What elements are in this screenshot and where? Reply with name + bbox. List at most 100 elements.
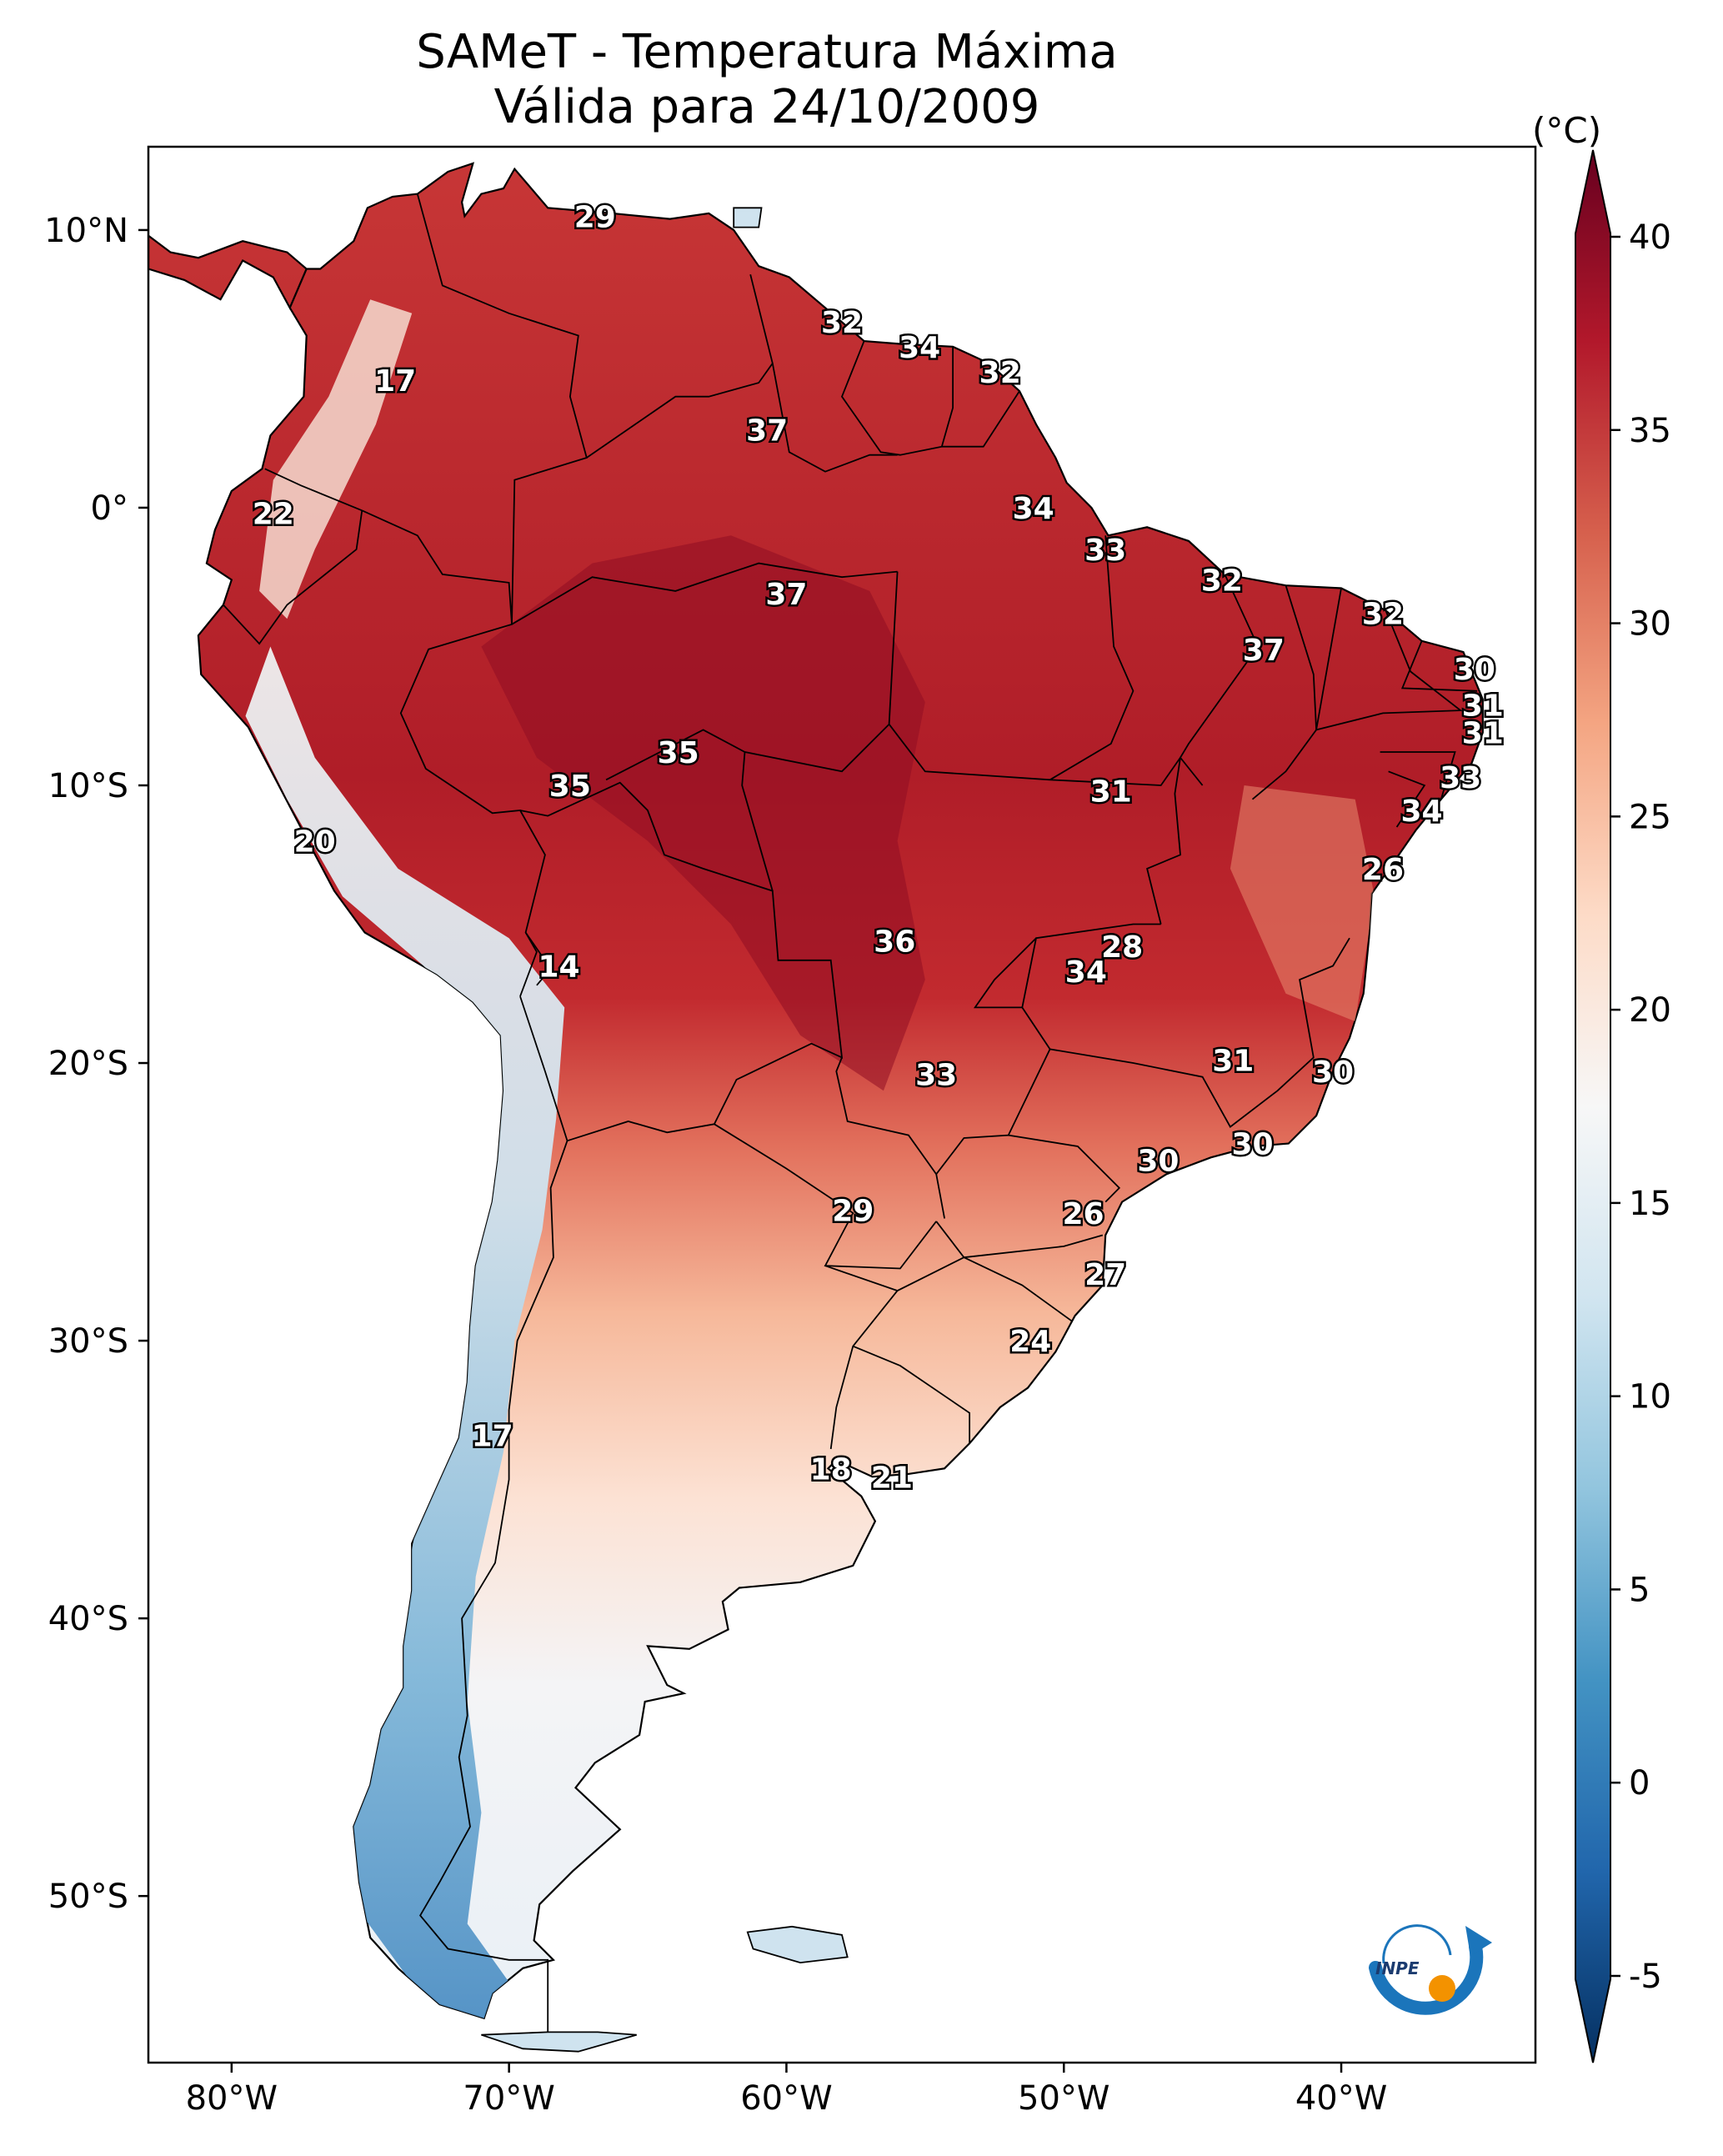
longitude-axis: 80°W 70°W 60°W 50°W 40°W [186,2063,1387,2118]
islands [481,207,849,2053]
temperature-label: 34 [1400,795,1442,829]
border-line [511,562,898,625]
border-line [824,1221,965,1292]
colorbar-tick-label: 35 [1629,412,1671,450]
latitude-axis: 10°N 0° 10°S 20°S 30°S 40°S 50°S [44,212,148,1916]
temperature-label: 17 [472,1419,513,1453]
border-line [964,1234,1104,1259]
inpe-logo: INPE [1369,1924,1492,2015]
country-borders [223,193,1478,2033]
border-line [605,729,745,781]
temperature-label: 30 [1312,1055,1354,1090]
temperature-label: 33 [1440,761,1481,795]
border-line [586,273,774,459]
temperature-label: 17 [374,364,416,399]
lat-tick-label: 40°S [48,1600,128,1638]
temperature-label: 34 [1013,492,1054,526]
lon-tick-label: 80°W [186,2079,278,2118]
temperature-label: 32 [979,356,1021,390]
temperature-label: 27 [1084,1258,1126,1292]
colorbar-tick-label: 20 [1629,991,1671,1030]
temperature-label: 37 [765,578,807,612]
temperature-label: 37 [1243,634,1285,668]
colorbar-tick-label: -5 [1629,1958,1662,1996]
colorbar-tick-label: 40 [1629,218,1671,257]
temperature-label: 22 [253,498,294,532]
border-line [419,1141,568,2033]
temperature-label: 29 [574,200,616,234]
temperature-label: 37 [746,414,788,449]
logo-text: INPE [1375,1958,1420,1978]
lon-tick-label: 40°W [1295,2079,1387,2118]
temperature-label: 26 [1362,853,1404,887]
temperature-label: 31 [1212,1045,1254,1079]
lat-tick-label: 30°S [48,1322,128,1361]
border-line [714,1123,937,1270]
colorbar-unit: (°C) [1532,110,1602,151]
temperature-label: 33 [1084,534,1126,568]
border-line [741,571,899,891]
andes-cool-south [245,646,565,2018]
colorbar-ticks: 40 35 30 25 20 15 10 5 0 -5 [1610,218,1671,1996]
border-line [1400,640,1478,692]
border-line [1049,535,1134,781]
border-line [840,340,954,456]
temperature-label: 20 [294,825,336,860]
south-america-landmass [148,162,1484,2020]
temperature-label: 35 [658,736,699,770]
temperature-overlays [245,299,1375,2018]
temperature-label: 34 [1065,955,1107,990]
lon-tick-label: 50°W [1018,2079,1109,2118]
temperature-label: 34 [899,331,940,365]
temperature-label: 21 [871,1461,913,1495]
temperature-label: 30 [1231,1128,1273,1162]
border-line [964,1256,1073,1322]
lat-tick-label: 0° [91,489,128,528]
temperature-label: 32 [821,306,863,340]
temperature-label: 26 [1062,1197,1104,1231]
temperature-label: 24 [1009,1325,1051,1359]
temperature-label: 30 [1454,653,1495,687]
border-line [524,931,552,986]
border-line [223,510,363,645]
border-line [1315,588,1463,731]
lon-tick-label: 60°W [740,2079,832,2118]
colorbar-tick-label: 30 [1629,605,1671,644]
lat-tick-label: 20°S [48,1045,128,1083]
colorbar-tick-label: 15 [1629,1185,1671,1223]
border-line [829,1290,899,1450]
colorbar-tick-label: 0 [1629,1764,1650,1803]
temperature-label: 31 [1090,775,1132,810]
border-line [935,1049,1051,1175]
temperature-label: 14 [538,950,579,984]
border-line [361,509,546,997]
island [746,1925,849,1964]
colorbar-tick-label: 5 [1629,1571,1650,1609]
lat-tick-label: 50°S [48,1878,128,1916]
andes-cool-north [259,299,413,619]
colorbar-tick-label: 25 [1629,798,1671,836]
border-line [771,363,898,473]
border-line [835,1057,945,1219]
border-line [941,390,1020,448]
border-line [1008,1134,1121,1203]
colorbar-body [1575,149,1611,2063]
lon-tick-label: 70°W [463,2079,554,2118]
temperature-label: 36 [874,925,915,960]
colorbar: 40 35 30 25 20 15 10 5 0 -5 [1575,149,1671,2063]
temperature-label: 28 [1101,930,1143,965]
border-line [1380,751,1456,800]
temperature-label: 33 [915,1058,957,1092]
map-layer [148,162,1484,2053]
temperature-label: 31 [1462,689,1504,723]
temperature-label: 35 [549,770,591,804]
map-frame [147,145,1537,2064]
map-subtitle: Válida para 24/10/2009 [493,80,1040,134]
lat-tick-label: 10°S [48,767,128,805]
border-line [264,468,363,512]
map-title: SAMeT - Temperatura Máxima [416,25,1118,79]
temperature-label: 29 [832,1195,874,1229]
east-coast-milder [1230,785,1375,1022]
